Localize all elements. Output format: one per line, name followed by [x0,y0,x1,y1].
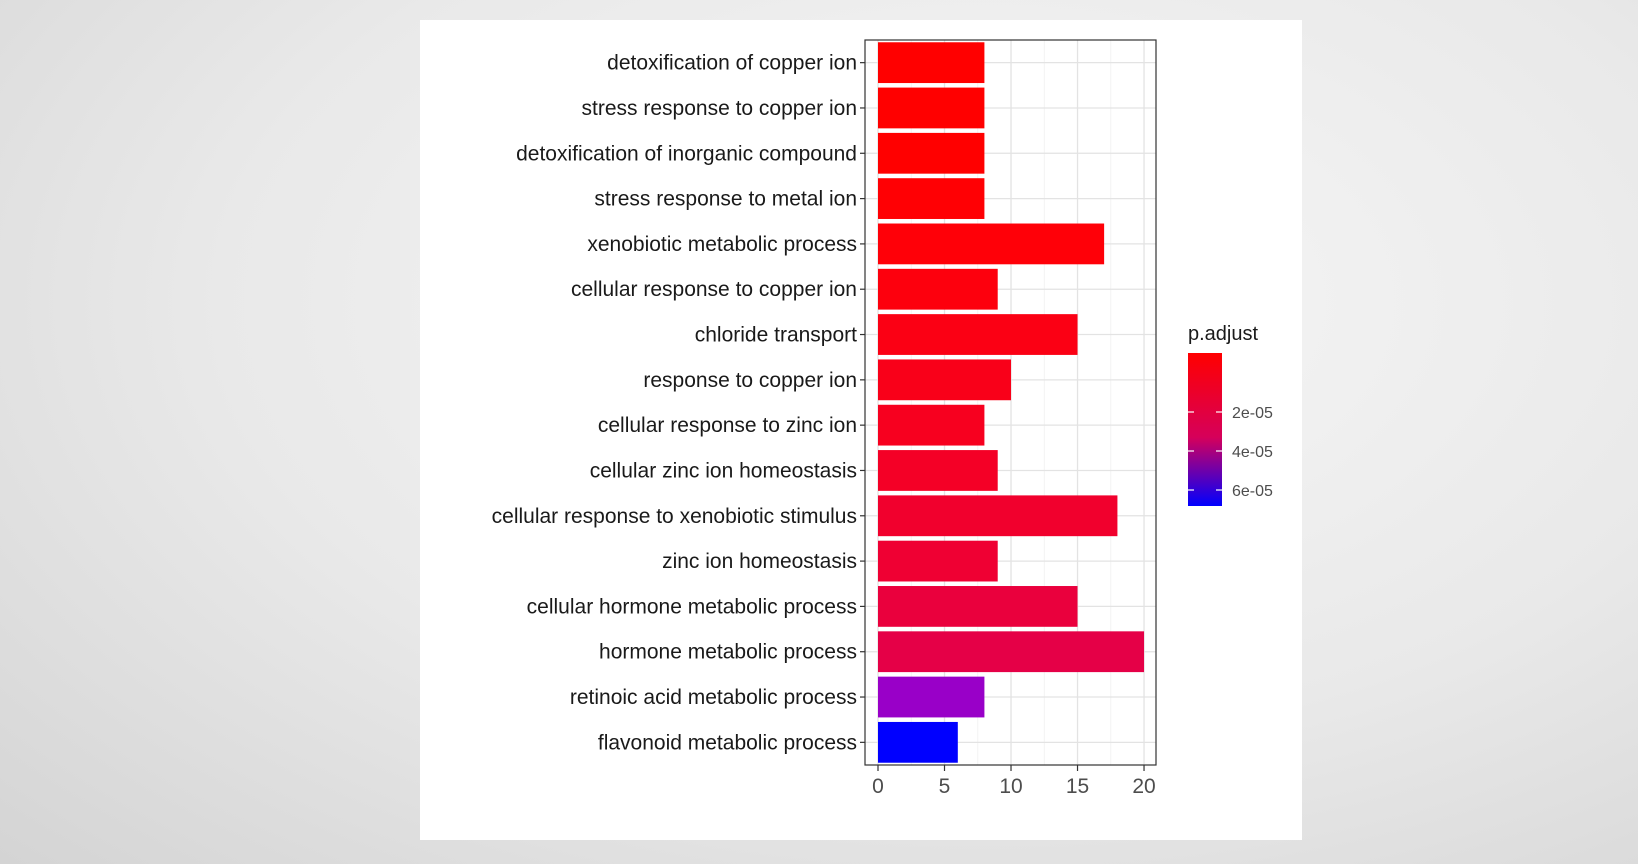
category-label: detoxification of copper ion [607,52,857,75]
bar [878,540,998,582]
category-label: detoxification of inorganic compound [516,142,857,165]
bar [878,495,1118,537]
x-tick-label: 20 [1132,775,1155,798]
category-label: chloride transport [695,324,857,347]
bar [878,223,1105,265]
bar [878,268,998,310]
bar-chart: detoxification of copper ion stress respo… [492,39,1273,798]
bar [878,42,985,84]
legend-colorbar [1188,353,1222,506]
x-tick-label: 15 [1066,775,1089,798]
bar [878,314,1078,355]
category-label: cellular response to xenobiotic stimulus [492,505,857,528]
x-tick-label: 0 [872,775,884,798]
bar [878,359,1012,401]
category-label: stress response to copper ion [582,97,857,120]
legend-label: 4e-05 [1232,444,1273,461]
bar [878,87,985,129]
category-label: response to copper ion [643,369,857,392]
category-label: retinoic acid metabolic process [570,686,857,709]
category-label: cellular response to copper ion [571,278,857,301]
bar [878,178,985,219]
bar [878,404,985,446]
category-label: stress response to metal ion [594,188,857,211]
category-label: cellular response to zinc ion [598,414,857,437]
category-label: cellular hormone metabolic process [527,595,857,618]
legend-label: 6e-05 [1232,483,1273,500]
bar [878,676,985,718]
legend-label: 2e-05 [1232,405,1273,422]
bar [878,631,1145,673]
bar [878,450,998,491]
category-label: flavonoid metabolic process [598,731,857,754]
bar [878,132,985,174]
category-label: zinc ion homeostasis [662,550,857,573]
bar [878,586,1078,627]
x-tick-label: 5 [939,775,951,798]
chart-panel: detoxification of copper ion stress respo… [420,20,1302,840]
category-label: cellular zinc ion homeostasis [590,459,857,482]
bar [878,721,958,763]
legend-title: p.adjust [1188,323,1258,345]
x-tick-label: 10 [999,775,1022,798]
category-label: xenobiotic metabolic process [587,233,857,256]
category-label: hormone metabolic process [599,641,857,664]
